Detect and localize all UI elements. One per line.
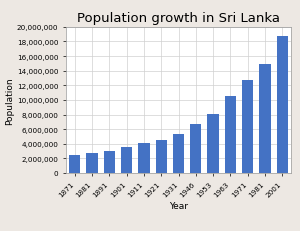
Bar (86, 153, 98, 173)
Bar (208, 114, 219, 173)
Bar (69, 156, 80, 173)
Bar (242, 81, 254, 173)
Bar (121, 147, 132, 173)
Bar (173, 135, 184, 173)
Y-axis label: Population: Population (5, 77, 14, 124)
Bar (225, 96, 236, 173)
Bar (277, 36, 288, 173)
X-axis label: Year: Year (169, 201, 188, 210)
Bar (190, 125, 201, 173)
Bar (260, 65, 271, 173)
Bar (103, 152, 115, 173)
Bar (156, 140, 167, 173)
Bar (138, 143, 149, 173)
Title: Population growth in Sri Lanka: Population growth in Sri Lanka (77, 12, 280, 25)
